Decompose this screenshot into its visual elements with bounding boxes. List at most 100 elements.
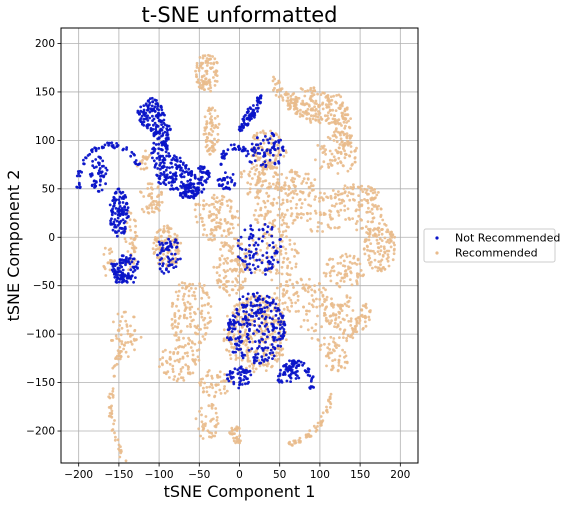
scatter-point — [373, 258, 377, 262]
scatter-point — [213, 84, 217, 87]
scatter-point — [346, 169, 350, 173]
scatter-point — [232, 382, 236, 386]
scatter-point — [210, 231, 214, 235]
scatter-point — [337, 304, 341, 308]
scatter-point — [206, 61, 210, 65]
scatter-point — [225, 389, 229, 393]
scatter-point — [256, 346, 259, 350]
scatter-point — [215, 419, 219, 422]
scatter-point — [281, 98, 285, 102]
scatter-point — [343, 318, 346, 322]
y-tick-label: 100 — [35, 135, 55, 147]
scatter-point — [260, 346, 264, 350]
scatter-point — [130, 342, 134, 346]
scatter-point — [187, 294, 191, 298]
scatter-point — [348, 126, 352, 130]
scatter-point — [174, 174, 178, 178]
scatter-point — [276, 147, 280, 150]
scatter-point — [277, 317, 280, 320]
scatter-point — [306, 177, 310, 181]
scatter-point — [249, 373, 253, 377]
scatter-point — [367, 315, 371, 319]
scatter-point — [243, 268, 247, 271]
scatter-point — [265, 191, 269, 195]
scatter-point — [294, 189, 297, 193]
scatter-point — [180, 186, 184, 189]
scatter-point — [353, 149, 357, 152]
scatter-point — [238, 434, 242, 438]
scatter-point — [367, 258, 370, 262]
scatter-point — [327, 122, 331, 125]
scatter-point — [294, 301, 297, 305]
scatter-point — [176, 159, 179, 163]
scatter-point — [333, 321, 337, 325]
scatter-point — [275, 251, 279, 255]
scatter-point — [104, 182, 107, 186]
scatter-point — [361, 327, 365, 331]
scatter-point — [322, 160, 326, 164]
scatter-point — [239, 373, 243, 377]
scatter-point — [158, 251, 162, 255]
scatter-point — [339, 208, 343, 212]
scatter-point — [314, 99, 318, 103]
scatter-point — [110, 409, 114, 413]
scatter-point — [177, 360, 181, 364]
scatter-point — [226, 256, 229, 260]
scatter-point — [238, 285, 242, 289]
legend-box — [423, 228, 556, 263]
scatter-point — [208, 152, 212, 156]
scatter-point — [348, 278, 352, 281]
scatter-point — [158, 267, 162, 271]
scatter-point — [288, 368, 292, 371]
scatter-point — [168, 240, 172, 244]
scatter-point — [289, 372, 293, 376]
scatter-point — [203, 337, 207, 341]
scatter-point — [217, 383, 220, 386]
scatter-point — [316, 221, 320, 224]
scatter-point — [181, 298, 185, 301]
scatter-point — [156, 103, 160, 106]
scatter-point — [198, 213, 202, 217]
y-tick-label: −200 — [26, 426, 55, 438]
scatter-point — [116, 266, 120, 270]
scatter-point — [324, 119, 328, 122]
scatter-point — [337, 156, 341, 160]
scatter-point — [336, 369, 340, 373]
scatter-point — [231, 226, 235, 230]
scatter-point — [125, 148, 128, 151]
scatter-point — [281, 230, 285, 234]
scatter-point — [274, 319, 277, 323]
scatter-point — [213, 126, 216, 130]
scatter-point — [222, 286, 225, 290]
scatter-point — [213, 79, 217, 83]
scatter-point — [306, 328, 310, 332]
scatter-point — [203, 228, 206, 231]
scatter-point — [238, 380, 242, 384]
scatter-point — [338, 104, 342, 107]
scatter-point — [269, 270, 273, 274]
scatter-point — [188, 312, 192, 315]
scatter-point — [177, 316, 181, 320]
scatter-point — [259, 206, 263, 210]
scatter-point — [131, 243, 135, 247]
scatter-point — [215, 279, 219, 282]
scatter-point — [238, 340, 242, 343]
scatter-point — [120, 340, 124, 343]
scatter-point — [367, 206, 370, 210]
scatter-point — [190, 173, 194, 176]
scatter-point — [269, 210, 272, 214]
scatter-point — [282, 320, 286, 324]
scatter-point — [103, 143, 107, 147]
scatter-point — [189, 346, 193, 349]
series-recommended — [102, 53, 396, 463]
scatter-point — [223, 373, 227, 376]
scatter-point — [145, 166, 149, 170]
scatter-point — [368, 210, 372, 214]
scatter-point — [163, 229, 167, 233]
scatter-point — [200, 381, 203, 384]
scatter-point — [287, 188, 291, 191]
scatter-point — [288, 243, 292, 246]
scatter-point — [309, 181, 313, 185]
scatter-point — [342, 120, 346, 124]
scatter-point — [308, 277, 311, 281]
